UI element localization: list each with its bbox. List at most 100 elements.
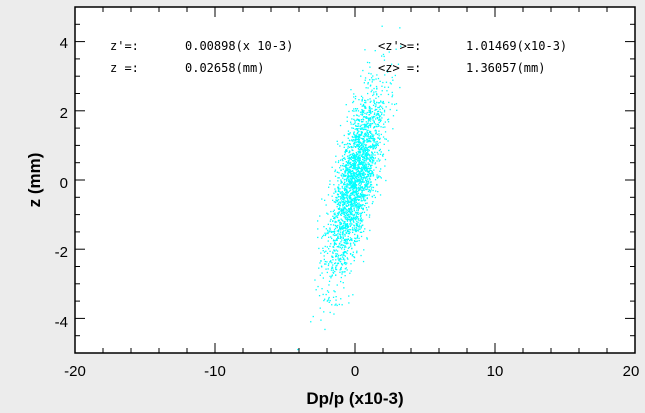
scatter-point	[344, 200, 346, 202]
scatter-point	[359, 163, 361, 165]
scatter-point	[335, 303, 337, 305]
scatter-point	[352, 167, 355, 169]
scatter-point	[355, 216, 358, 218]
scatter-point	[324, 234, 326, 237]
scatter-point	[358, 228, 360, 230]
scatter-point	[368, 109, 370, 111]
scatter-point	[332, 234, 334, 236]
scatter-point	[349, 194, 351, 196]
scatter-point	[344, 222, 346, 224]
scatter-point	[337, 202, 340, 205]
scatter-point	[339, 231, 342, 233]
scatter-point	[392, 79, 394, 81]
scatter-point	[381, 106, 383, 108]
scatter-point	[361, 231, 363, 233]
scatter-point	[354, 174, 356, 176]
scatter-point	[374, 145, 376, 147]
scatter-point	[372, 138, 374, 140]
scatter-point	[366, 168, 368, 170]
scatter-point	[365, 133, 367, 135]
scatter-point	[349, 223, 351, 225]
scatter-point	[330, 243, 332, 245]
scatter-point	[353, 240, 356, 242]
scatter-point	[356, 158, 358, 161]
scatter-point	[370, 172, 372, 175]
scatter-point	[370, 141, 372, 143]
scatter-point	[369, 169, 371, 171]
scatter-point	[355, 189, 358, 191]
scatter-point	[346, 262, 348, 264]
scatter-point	[335, 299, 337, 301]
scatter-point	[356, 229, 358, 232]
scatter-point	[350, 156, 352, 159]
scatter-point	[349, 243, 352, 245]
scatter-point	[370, 172, 373, 174]
scatter-point	[366, 173, 369, 175]
scatter-point	[376, 183, 378, 186]
scatter-point	[378, 160, 380, 162]
scatter-point	[353, 177, 355, 180]
scatter-point	[356, 180, 359, 182]
scatter-point	[364, 152, 366, 155]
scatter-point	[356, 220, 358, 222]
scatter-point	[355, 222, 357, 224]
scatter-point	[357, 123, 359, 125]
scatter-point	[353, 227, 356, 229]
scatter-point	[336, 212, 339, 214]
scatter-point	[341, 304, 343, 306]
scatter-point	[365, 169, 367, 172]
scatter-point	[358, 135, 360, 137]
scatter-point	[371, 79, 374, 81]
scatter-point	[361, 160, 363, 163]
scatter-point	[350, 186, 352, 189]
scatter-point	[338, 199, 340, 201]
scatter-point	[342, 237, 344, 239]
scatter-point	[339, 233, 341, 235]
scatter-point	[363, 163, 365, 165]
scatter-point	[357, 118, 359, 121]
scatter-point	[347, 238, 349, 240]
scatter-point	[344, 233, 346, 236]
scatter-point	[363, 116, 366, 118]
scatter-point	[354, 119, 356, 122]
scatter-point	[333, 216, 335, 219]
scatter-point	[335, 267, 337, 269]
scatter-point	[344, 164, 347, 166]
scatter-point	[332, 264, 334, 266]
scatter-point	[356, 212, 359, 215]
scatter-point	[335, 225, 337, 228]
scatter-point	[336, 140, 338, 142]
scatter-point	[358, 152, 360, 154]
scatter-point	[350, 179, 353, 181]
scatter-point	[358, 140, 360, 143]
scatter-point	[336, 304, 338, 307]
scatter-point	[351, 154, 354, 156]
scatter-point	[374, 162, 377, 164]
scatter-point	[376, 151, 378, 154]
scatter-point	[322, 293, 324, 296]
scatter-point	[364, 132, 367, 134]
scatter-point	[378, 102, 381, 104]
scatter-point	[341, 155, 344, 157]
scatter-point	[363, 116, 365, 118]
scatter-point	[333, 217, 335, 219]
scatter-point	[365, 117, 368, 119]
scatter-point	[351, 149, 353, 151]
scatter-point	[365, 159, 367, 161]
scatter-point	[377, 113, 379, 115]
scatter-point	[381, 112, 383, 114]
scatter-point	[334, 190, 337, 192]
scatter-point	[342, 230, 345, 232]
scatter-point	[362, 152, 364, 155]
scatter-point	[351, 204, 353, 206]
scatter-point	[363, 148, 365, 150]
scatter-point	[360, 147, 363, 149]
scatter-point	[344, 230, 346, 232]
scatter-point	[353, 215, 355, 217]
y-tick-label: 4	[60, 35, 68, 52]
scatter-point	[351, 198, 354, 200]
scatter-point	[332, 224, 335, 226]
scatter-point	[350, 176, 353, 178]
scatter-point	[327, 213, 329, 215]
scatter-point	[348, 110, 350, 113]
